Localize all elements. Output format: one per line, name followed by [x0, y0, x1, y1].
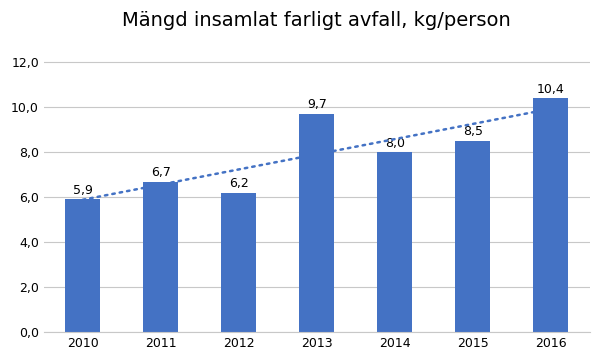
- Bar: [533, 99, 569, 332]
- Bar: [66, 200, 100, 332]
- Text: 5,9: 5,9: [73, 184, 93, 197]
- Text: 9,7: 9,7: [307, 99, 327, 112]
- Bar: [143, 182, 178, 332]
- Text: 8,5: 8,5: [463, 125, 483, 138]
- Text: 8,0: 8,0: [385, 136, 405, 149]
- Title: Mängd insamlat farligt avfall, kg/person: Mängd insamlat farligt avfall, kg/person: [123, 11, 511, 30]
- Bar: [456, 141, 490, 332]
- Text: 6,2: 6,2: [229, 177, 249, 190]
- Bar: [299, 114, 334, 332]
- Bar: [221, 193, 257, 332]
- Text: 6,7: 6,7: [151, 166, 171, 179]
- Text: 10,4: 10,4: [537, 83, 565, 96]
- Bar: [377, 152, 412, 332]
